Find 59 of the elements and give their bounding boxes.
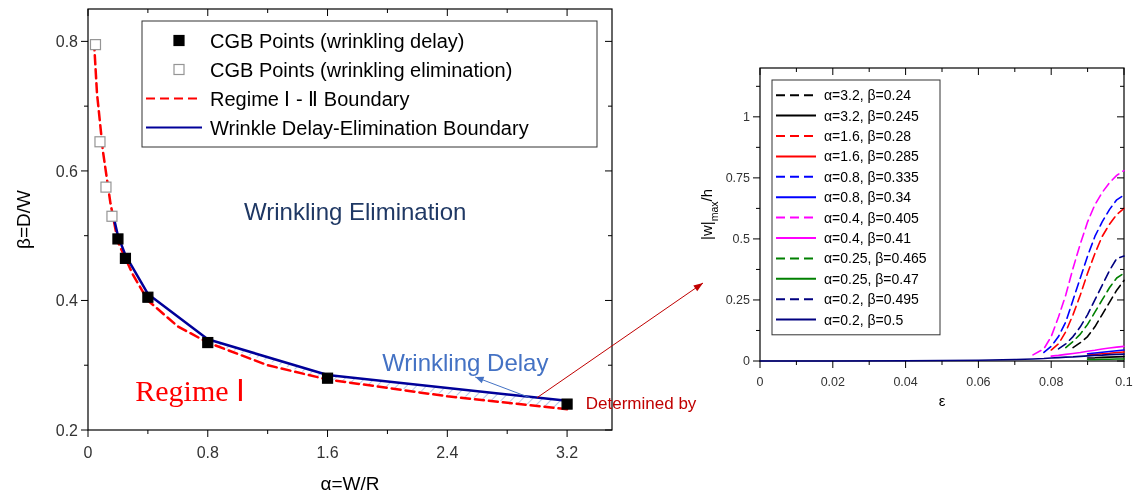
legend-label: α=0.4, β=0.41 [824,229,912,246]
x-tick-label: 0.06 [966,374,991,389]
line-series [759,353,1125,362]
line-series [1043,194,1125,354]
y-tick-label: 0 [743,354,751,369]
annotation: Wrinkling Delay [382,349,549,377]
x-tick-label: 2.4 [436,444,459,461]
y-tick-label: 0.75 [725,171,751,186]
legend-label: α=0.8, β=0.335 [824,168,919,185]
y-tick-label: 0.6 [55,162,79,180]
x-tick-label: 0.02 [820,374,845,389]
y-tick-label: 0.8 [55,32,79,50]
legend-label: CGB Points (wrinkling elimination) [210,58,513,81]
annotation: Regime Ⅰ [135,373,246,407]
point [321,372,334,384]
point [106,210,118,222]
legend-label: α=0.4, β=0.405 [824,209,919,226]
legend-label: α=3.2, β=0.245 [824,107,919,124]
legend-label: α=0.25, β=0.465 [824,250,927,267]
point [100,181,112,193]
point [112,233,124,245]
line-series [1064,272,1125,349]
legend-label: α=3.2, β=0.24 [824,87,912,104]
annotation: Wrinkling Elimination [244,197,467,225]
x-axis-title: ε [938,392,946,409]
y-tick-label: 0.2 [55,421,79,439]
legend-label: Regime Ⅰ - Ⅱ Boundary [210,87,410,110]
legend-label: α=1.6, β=0.28 [824,127,912,144]
point [561,398,573,410]
legend-label: CGB Points (wrinkling delay) [210,29,465,52]
y-tick-label: 0.25 [725,293,751,308]
legend-label: α=0.2, β=0.5 [824,311,904,328]
legend-label: Wrinkle Delay-Elimination Boundary [210,116,529,139]
x-tick-label: 3.2 [555,444,579,461]
x-tick-label: 0.8 [196,444,219,461]
y-tick-label: 1 [743,110,751,125]
point [202,336,214,349]
point [119,252,132,264]
line-series [1050,345,1125,357]
x-tick-label: 0.08 [1039,374,1064,389]
point [89,39,102,51]
legend-label: α=0.2, β=0.495 [824,291,919,308]
x-tick-label: 1.6 [316,444,339,461]
legend-label: α=1.6, β=0.285 [824,148,919,165]
x-axis-title: α=W/R [320,473,380,494]
legend-label: α=0.8, β=0.34 [824,189,912,206]
line-series [1032,169,1125,356]
line-series [1050,207,1125,351]
x-tick-label: 0 [756,374,764,389]
x-tick-label: 0 [83,444,93,461]
point [142,291,154,303]
y-axis-title: β=D/W [13,189,34,249]
legend-label: α=0.25, β=0.47 [824,270,919,287]
x-tick-label: 0.1 [1115,374,1133,389]
line-series [1057,255,1125,350]
x-tick-label: 0.04 [893,374,918,389]
y-tick-label: 0.4 [55,292,79,310]
point [94,136,106,148]
y-tick-label: 0.5 [732,232,751,247]
